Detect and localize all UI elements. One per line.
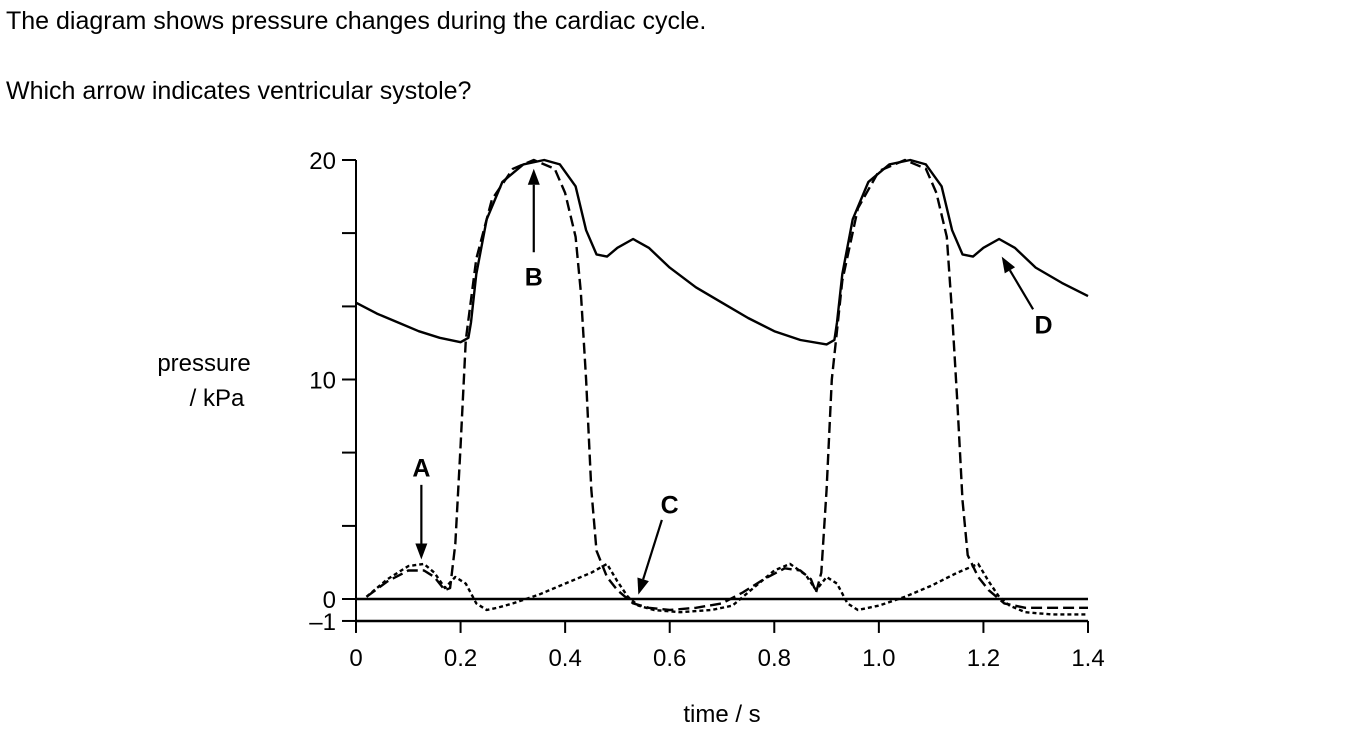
arrow-d-label: D xyxy=(1035,312,1053,340)
arrow-c-label: C xyxy=(661,492,679,520)
x-tick-label: 0.4 xyxy=(548,645,581,672)
arrow-d-shaft xyxy=(1008,269,1035,310)
question-prompt: Which arrow indicates ventricular systol… xyxy=(6,77,472,105)
x-tick-label: 0 xyxy=(349,645,362,672)
arrow-a-head xyxy=(415,543,428,560)
series-dashed-line xyxy=(365,158,1088,612)
arrow-b-head xyxy=(527,168,540,185)
y-axis-title-line1: pressure xyxy=(157,350,250,377)
arrow-c-shaft xyxy=(642,519,663,580)
y-tick-label: 10 xyxy=(309,368,336,395)
y-tick-label: 20 xyxy=(309,148,336,175)
arrow-b-label: B xyxy=(525,263,543,291)
arrow-a-label: A xyxy=(412,454,430,482)
x-tick-label: 1.0 xyxy=(862,645,895,672)
arrow-c-head xyxy=(637,577,649,595)
chart-series-layer xyxy=(355,158,1089,616)
arrow-d-head xyxy=(1001,256,1016,274)
x-tick-label: 0.8 xyxy=(758,645,791,672)
x-tick-label: 1.4 xyxy=(1071,645,1104,672)
y-axis-title-line2: / kPa xyxy=(190,385,245,412)
chart-arrows-layer: A B C D xyxy=(412,168,1053,595)
x-tick-label: 0.6 xyxy=(653,645,686,672)
x-tick-label: 1.2 xyxy=(967,645,1000,672)
x-tick-label: 0.2 xyxy=(444,645,477,672)
series-dotted-line xyxy=(365,562,1088,616)
x-axis-title: time / s xyxy=(683,701,760,728)
y-tick-label: 0 xyxy=(323,587,336,614)
question-intro: The diagram shows pressure changes durin… xyxy=(6,7,707,35)
series-solid-line xyxy=(355,158,1089,346)
y-tick-label: –1 xyxy=(309,609,336,636)
